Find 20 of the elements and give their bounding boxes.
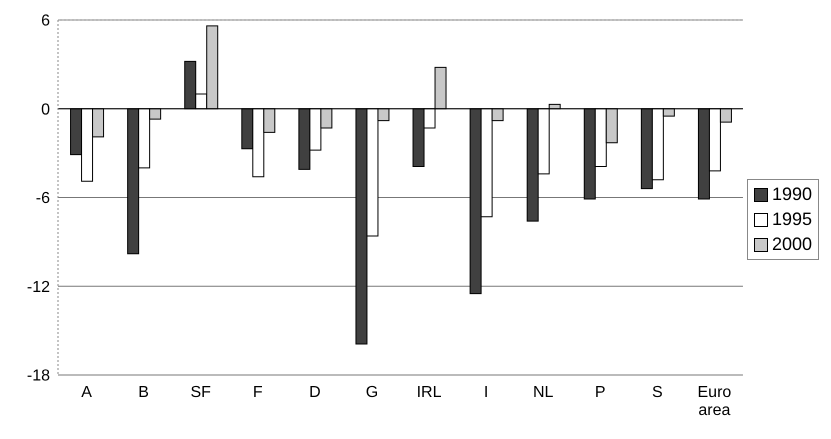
x-tick-label: I [484, 384, 488, 401]
x-tick-label: IRL [416, 384, 442, 401]
x-tick-label: F [252, 384, 263, 401]
x-tick-label: NL [532, 384, 554, 401]
x-tick-label: SF [190, 384, 212, 401]
x-tick-label: B [138, 384, 149, 401]
x-tick-label: P [594, 384, 606, 401]
y-tick-label: -18 [26, 368, 50, 385]
x-tick-label: A [81, 384, 92, 401]
y-tick-label: -12 [26, 278, 50, 296]
x-tick-label: S [652, 384, 663, 401]
x-tick-label: Euro area [698, 384, 732, 419]
legend-label: 2000 [772, 234, 812, 255]
legend-label: 1995 [772, 209, 812, 230]
y-tick-label: -6 [36, 190, 50, 208]
x-tick-label: D [309, 384, 321, 401]
legend-label: 1990 [772, 184, 812, 205]
y-tick-label: 0 [41, 101, 50, 118]
y-tick-label: 6 [41, 12, 50, 30]
x-tick-label: G [366, 384, 378, 401]
